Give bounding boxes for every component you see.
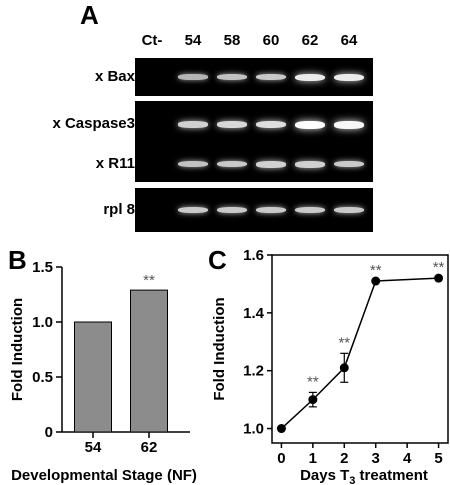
series-line <box>280 277 439 430</box>
significance-marker: ** <box>307 373 319 390</box>
gel-band <box>178 207 208 214</box>
y-tick-label: 1.0 <box>32 314 53 331</box>
plot-frame <box>271 254 449 444</box>
x-tick-label: 54 <box>85 439 102 456</box>
gene-label: rpl 8 <box>103 201 135 218</box>
y-axis-label: Fold Induction <box>211 297 228 400</box>
gel-band <box>178 161 208 168</box>
y-tick-label: 1.4 <box>243 305 265 322</box>
gene-label: x Caspase3 <box>52 115 135 132</box>
gel-band <box>295 161 325 168</box>
gel-band <box>217 74 247 81</box>
x-tick-label: 3 <box>372 450 380 467</box>
gel-band <box>256 161 286 168</box>
x-tick-label: 62 <box>141 439 158 456</box>
gel-band <box>217 207 247 214</box>
gel-band <box>295 74 325 82</box>
gel-strip <box>135 146 373 182</box>
y-tick-label: 1.6 <box>243 247 264 264</box>
gel-band <box>178 121 208 128</box>
bar <box>74 321 112 433</box>
panel-b-letter: B <box>8 245 27 275</box>
x-tick-label: 0 <box>277 450 285 467</box>
significance-marker: ** <box>370 262 382 279</box>
gel-band <box>178 74 208 80</box>
x-tick-label: 5 <box>434 450 442 467</box>
gel-band <box>295 121 325 129</box>
panel-a-letter: A <box>80 0 99 30</box>
significance-marker: ** <box>433 259 445 276</box>
gel-strip <box>135 58 373 96</box>
gel-strip <box>135 188 373 232</box>
x-axis-label: Days T3 treatment <box>300 467 428 485</box>
gel-band <box>256 121 286 128</box>
gel-band <box>334 121 364 129</box>
gel-band <box>256 207 286 214</box>
y-axis-label: Fold Induction <box>9 298 26 401</box>
data-point <box>371 276 381 286</box>
lane-label: Ct- <box>141 32 163 49</box>
gel-band <box>295 207 325 214</box>
gene-label: x R11 <box>95 155 135 172</box>
significance-marker: ** <box>143 272 155 289</box>
x-tick-label: 2 <box>340 450 348 467</box>
x-tick-label: 4 <box>403 450 412 467</box>
bar <box>130 289 168 433</box>
lane-label: 64 <box>340 32 358 49</box>
chart-c: 1.0 1.2 1.4 1.6 0 1 2 3 4 5 ** ** ** ** Days T3 treatm… <box>211 247 449 485</box>
chart-b: 0 0.5 1.0 1.5 54 62 ** Developmental Stage (NF)… <box>9 259 197 484</box>
panel-c-letter: C <box>208 245 227 275</box>
data-point <box>339 363 349 373</box>
lane-label: 62 <box>301 32 319 49</box>
data-point <box>308 395 318 405</box>
lane-label: 54 <box>184 32 202 49</box>
y-tick-label: 1.5 <box>32 259 53 276</box>
gel-band <box>334 161 364 168</box>
gel-band <box>217 121 247 128</box>
gel-strip <box>135 101 373 147</box>
gel-band <box>256 74 286 81</box>
gene-label: x Bax <box>94 68 135 85</box>
gel-band <box>334 207 364 214</box>
x-tick-label: 1 <box>309 450 317 467</box>
lane-label: 58 <box>223 32 241 49</box>
significance-marker: ** <box>338 334 350 351</box>
y-tick-label: 1.2 <box>243 363 264 380</box>
data-point <box>276 424 286 434</box>
x-axis-label: Developmental Stage (NF) <box>11 467 197 484</box>
lane-label: 60 <box>262 32 280 49</box>
gel-band <box>334 74 364 82</box>
y-tick-label: 0 <box>45 424 53 441</box>
data-point <box>434 273 444 283</box>
y-tick-label: 1.0 <box>243 421 264 438</box>
y-tick-label: 0.5 <box>32 369 53 386</box>
gel-band <box>217 161 247 168</box>
